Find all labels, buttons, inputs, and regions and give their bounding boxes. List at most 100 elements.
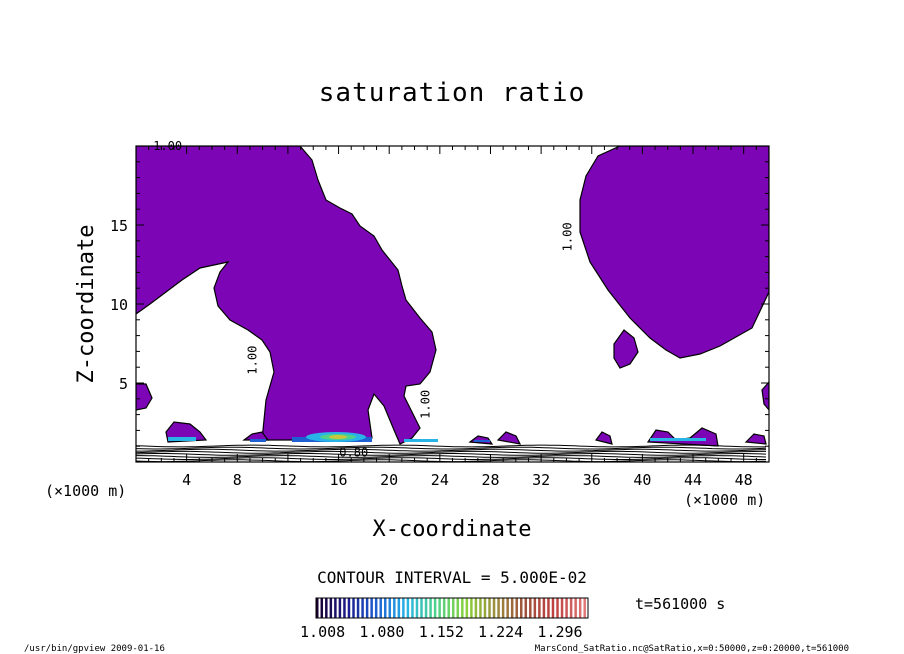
- saturated-blob-b: [136, 383, 153, 411]
- colorbar-cell: [370, 598, 373, 618]
- colorbar-cell: [497, 598, 500, 618]
- chart-title: saturation ratio: [319, 78, 585, 108]
- colorbar-cell: [397, 598, 401, 618]
- colorbar-cell: [556, 598, 559, 618]
- colorbar-cell: [325, 598, 328, 618]
- colorbar-frame: [315, 597, 589, 619]
- colorbar-tick-label: 1.152: [419, 623, 464, 641]
- colorbar-cell: [578, 598, 582, 618]
- ground-contour-line: [136, 459, 767, 462]
- colorbar-cell: [565, 598, 568, 618]
- x-tick-label: 8: [233, 471, 242, 489]
- colorbar-cell: [320, 598, 324, 618]
- core-band-yellow: [329, 435, 347, 439]
- colorbar-cell: [547, 598, 550, 618]
- x-tick-label: 16: [330, 471, 348, 489]
- colorbar-cell: [343, 598, 346, 618]
- colorbar-cell: [501, 598, 505, 618]
- colorbar-cell: [356, 598, 360, 618]
- saturated-blob-j: [744, 433, 767, 445]
- colorbar: [316, 598, 586, 618]
- colorbar-cell: [470, 598, 473, 618]
- colorbar-tick-label: 1.296: [537, 623, 582, 641]
- colorbar-cell: [374, 598, 378, 618]
- saturated-blob-a: [613, 329, 639, 369]
- colorbar-cell: [384, 598, 387, 618]
- colorbar-cell: [447, 598, 450, 618]
- x-tick-label: 36: [583, 471, 601, 489]
- colorbar-cell: [420, 598, 423, 618]
- colorbar-cell: [461, 598, 464, 618]
- colorbar-cell: [542, 598, 546, 618]
- saturated-regions: [136, 146, 769, 447]
- colorbar-cell: [316, 598, 319, 618]
- ground-contour-line: [136, 444, 766, 448]
- colorbar-cell: [452, 598, 455, 618]
- x-tick-label: 28: [481, 471, 499, 489]
- colorbar-cell: [406, 598, 410, 618]
- saturated-region-left: [136, 146, 437, 445]
- colorbar-cell: [352, 598, 355, 618]
- ground-contour-line: [136, 457, 766, 460]
- colorbar-tick-label: 1.080: [359, 623, 404, 641]
- colorbar-cell: [520, 598, 523, 618]
- contour-label: 1.00: [153, 139, 182, 153]
- x-tick-label: 24: [431, 471, 449, 489]
- y-axis-label: Z-coordinate: [74, 225, 99, 384]
- contour-labels: 1.00 1.00 1.00 1.00 0.80: [153, 139, 574, 460]
- contour-label: 1.00: [245, 346, 259, 375]
- time-label: t=561000 s: [635, 595, 725, 613]
- ground-contour-line: [136, 453, 767, 456]
- x-tick-label: 44: [684, 471, 702, 489]
- colorbar-cell: [402, 598, 405, 618]
- colorbar-cell: [465, 598, 469, 618]
- colorbar-cell: [529, 598, 532, 618]
- colorbar-cell: [442, 598, 446, 618]
- saturated-blob-h: [594, 431, 613, 445]
- saturated-blob-c: [761, 381, 769, 411]
- saturated-blob-i: [646, 427, 719, 447]
- colorbar-cell: [334, 598, 337, 618]
- colorbar-cell: [533, 598, 537, 618]
- colorbar-tick-label: 1.008: [300, 623, 345, 641]
- footer-left: /usr/bin/gpview 2009-01-16: [24, 644, 165, 654]
- colorbar-cell: [524, 598, 528, 618]
- ground-contour-line: [136, 455, 767, 458]
- colorbar-cell: [483, 598, 487, 618]
- colorbar-cell: [538, 598, 541, 618]
- colorbar-cell: [411, 598, 414, 618]
- y-tick-label: 15: [110, 217, 128, 235]
- colorbar-cell: [456, 598, 460, 618]
- core-band-blue-6: [474, 440, 490, 442]
- colorbar-cell: [510, 598, 514, 618]
- colorbar-cell: [424, 598, 428, 618]
- footer-right: MarsCond_SatRatio.nc@SatRatio,x=0:50000,…: [535, 644, 849, 654]
- colorbar-cell: [379, 598, 382, 618]
- x-tick-label: 48: [735, 471, 753, 489]
- x-unit-right: (×1000 m): [684, 491, 765, 509]
- contour-label: 1.00: [561, 222, 575, 251]
- colorbar-cell: [560, 598, 564, 618]
- colorbar-cell: [515, 598, 518, 618]
- x-tick-label: 20: [380, 471, 398, 489]
- colorbar-cell: [433, 598, 437, 618]
- colorbar-cell: [479, 598, 482, 618]
- x-tick-label: 12: [279, 471, 297, 489]
- saturated-blob-g: [496, 431, 522, 445]
- colorbar-cell: [506, 598, 509, 618]
- colorbar-cell: [329, 598, 333, 618]
- ground-contour-line: [136, 446, 767, 450]
- x-unit-left: (×1000 m): [45, 482, 126, 500]
- colorbar-cell: [492, 598, 496, 618]
- colorbar-cell: [488, 598, 491, 618]
- colorbar-cell: [474, 598, 478, 618]
- x-tick-label: 4: [182, 471, 191, 489]
- colorbar-cell: [365, 598, 369, 618]
- colorbar-cell: [551, 598, 555, 618]
- x-axis-label: X-coordinate: [373, 517, 532, 542]
- colorbar-cell: [574, 598, 577, 618]
- colorbar-cell: [438, 598, 441, 618]
- core-band-blue-1: [168, 437, 196, 441]
